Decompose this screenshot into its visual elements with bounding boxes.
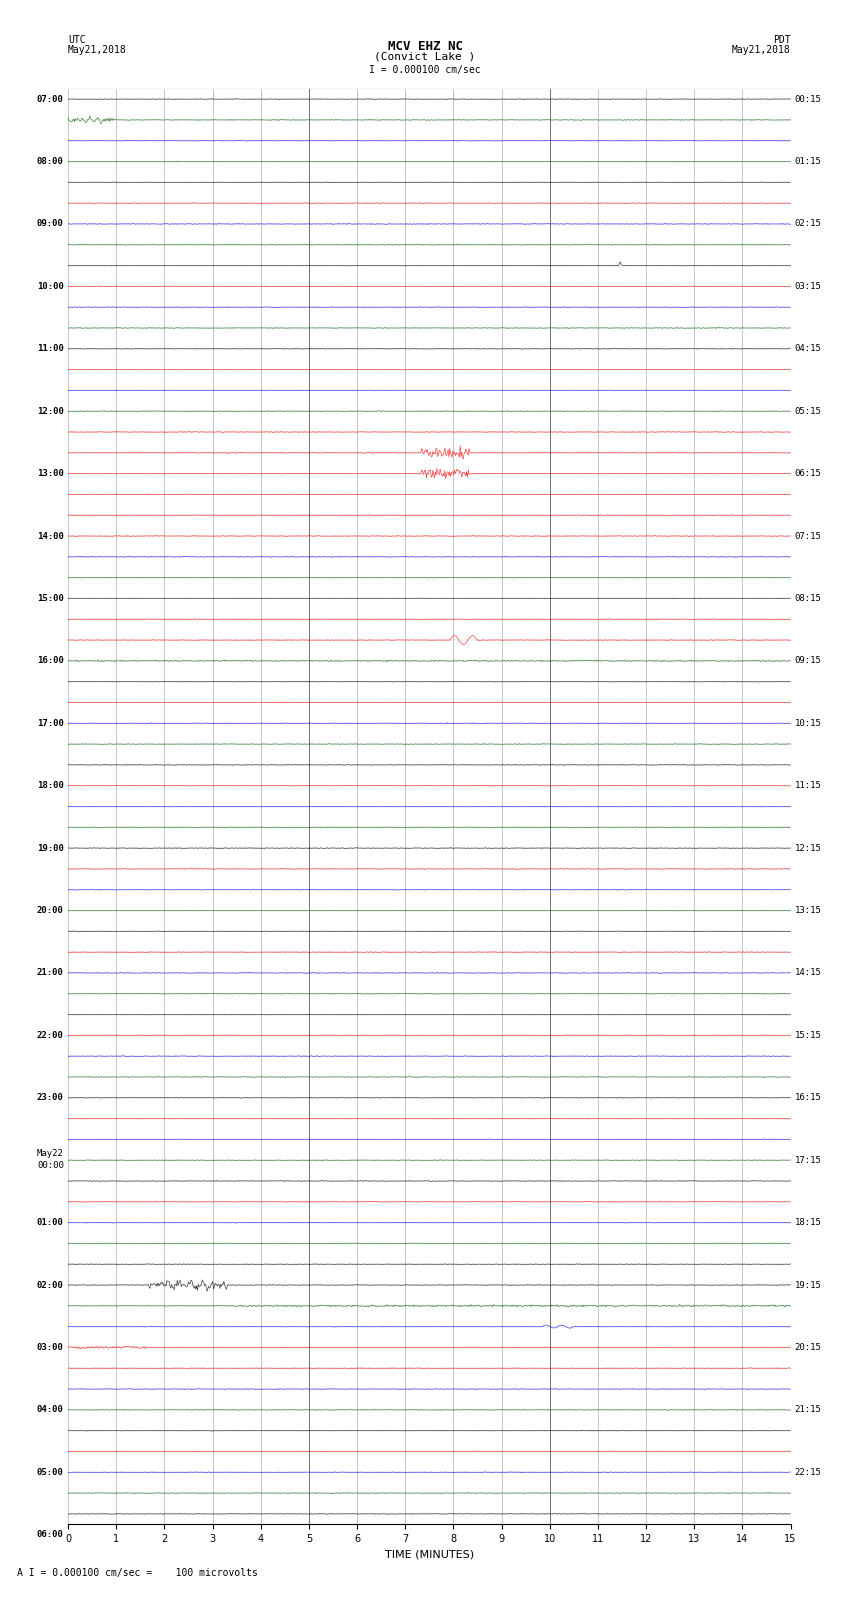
Text: 13:15: 13:15 (795, 907, 822, 915)
Text: 15:15: 15:15 (795, 1031, 822, 1040)
Text: 11:15: 11:15 (795, 781, 822, 790)
Text: 17:15: 17:15 (795, 1155, 822, 1165)
Text: 04:15: 04:15 (795, 344, 822, 353)
Text: 18:15: 18:15 (795, 1218, 822, 1227)
Text: 00:00: 00:00 (37, 1160, 64, 1169)
Text: 02:00: 02:00 (37, 1281, 64, 1289)
Text: 05:15: 05:15 (795, 406, 822, 416)
Text: 10:15: 10:15 (795, 719, 822, 727)
Text: 19:00: 19:00 (37, 844, 64, 853)
Text: 05:00: 05:00 (37, 1468, 64, 1478)
Text: 22:15: 22:15 (795, 1468, 822, 1478)
Text: 14:15: 14:15 (795, 968, 822, 977)
Text: A I = 0.000100 cm/sec =    100 microvolts: A I = 0.000100 cm/sec = 100 microvolts (17, 1568, 258, 1578)
Text: May21,2018: May21,2018 (68, 45, 127, 55)
Text: 12:15: 12:15 (795, 844, 822, 853)
Text: 01:15: 01:15 (795, 156, 822, 166)
Text: 11:00: 11:00 (37, 344, 64, 353)
Text: 16:15: 16:15 (795, 1094, 822, 1102)
Text: 15:00: 15:00 (37, 594, 64, 603)
Text: (Convict Lake ): (Convict Lake ) (374, 52, 476, 61)
Text: 18:00: 18:00 (37, 781, 64, 790)
Text: 20:15: 20:15 (795, 1344, 822, 1352)
Text: I = 0.000100 cm/sec: I = 0.000100 cm/sec (369, 65, 481, 74)
Text: 02:15: 02:15 (795, 219, 822, 229)
Text: 08:15: 08:15 (795, 594, 822, 603)
Text: PDT: PDT (773, 35, 790, 45)
Text: UTC: UTC (68, 35, 86, 45)
Text: 17:00: 17:00 (37, 719, 64, 727)
Text: 21:15: 21:15 (795, 1405, 822, 1415)
Text: 23:00: 23:00 (37, 1094, 64, 1102)
Text: 20:00: 20:00 (37, 907, 64, 915)
Text: 19:15: 19:15 (795, 1281, 822, 1289)
Text: 06:00: 06:00 (37, 1531, 64, 1539)
Text: 21:00: 21:00 (37, 968, 64, 977)
Text: 07:00: 07:00 (37, 95, 64, 103)
Text: 13:00: 13:00 (37, 469, 64, 477)
Text: 16:00: 16:00 (37, 656, 64, 665)
Text: 00:15: 00:15 (795, 95, 822, 103)
Text: May21,2018: May21,2018 (732, 45, 791, 55)
Text: 12:00: 12:00 (37, 406, 64, 416)
Text: 01:00: 01:00 (37, 1218, 64, 1227)
Text: 14:00: 14:00 (37, 532, 64, 540)
Text: 09:15: 09:15 (795, 656, 822, 665)
Text: 09:00: 09:00 (37, 219, 64, 229)
Text: 04:00: 04:00 (37, 1405, 64, 1415)
Text: MCV EHZ NC: MCV EHZ NC (388, 40, 462, 53)
Text: 10:00: 10:00 (37, 282, 64, 290)
Text: 22:00: 22:00 (37, 1031, 64, 1040)
Text: 03:15: 03:15 (795, 282, 822, 290)
Text: 06:15: 06:15 (795, 469, 822, 477)
Text: May22: May22 (37, 1148, 64, 1158)
Text: 03:00: 03:00 (37, 1344, 64, 1352)
Text: 08:00: 08:00 (37, 156, 64, 166)
X-axis label: TIME (MINUTES): TIME (MINUTES) (385, 1550, 473, 1560)
Text: 07:15: 07:15 (795, 532, 822, 540)
